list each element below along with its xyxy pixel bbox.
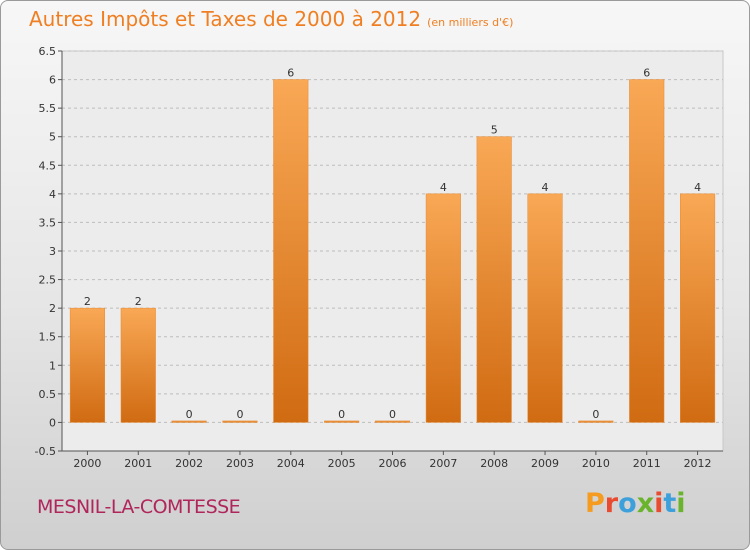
bar [324, 420, 360, 423]
data-label: 2 [84, 295, 91, 308]
bar [425, 193, 461, 423]
bar [69, 307, 105, 423]
x-tick-label: 2005 [328, 457, 356, 470]
y-tick-label: 0.5 [39, 388, 57, 401]
x-tick-label: 2008 [480, 457, 508, 470]
y-tick-label: 6.5 [39, 45, 57, 58]
y-tick-label: 0 [49, 416, 56, 429]
data-label: 4 [542, 181, 549, 194]
bar [476, 136, 512, 423]
data-label: 5 [491, 124, 498, 137]
logo-letter: i [654, 488, 664, 519]
x-tick-label: 2007 [429, 457, 457, 470]
x-tick-label: 2001 [124, 457, 152, 470]
bar [374, 420, 411, 423]
x-axis: 2000 2001 2002 2003 2004 2005 2006 2007 2008 2009… [62, 450, 723, 470]
logo-letter: r [604, 488, 619, 519]
bar [273, 79, 309, 423]
grid-layer [61, 50, 724, 452]
y-tick-label: 4.5 [39, 159, 57, 172]
x-tick-label: 2009 [531, 457, 559, 470]
logo-letter: t [663, 488, 677, 519]
bar [680, 193, 716, 423]
bar [120, 307, 156, 423]
data-label: 0 [389, 408, 396, 421]
data-label: 4 [694, 181, 701, 194]
data-label: 4 [440, 181, 447, 194]
y-axis: -0.5 0 0.5 1 1.5 2 2.5 3 3.5 4 4.5 5 5.5 6 6.5 [35, 45, 63, 458]
data-label: 2 [135, 295, 142, 308]
y-tick-label: 2.5 [39, 274, 57, 287]
y-tick-label: 2 [49, 302, 56, 315]
data-label: 0 [186, 408, 193, 421]
bar [629, 79, 665, 423]
y-tick-label: 5 [49, 131, 56, 144]
x-tick-label: 2010 [582, 457, 610, 470]
logo-letter: P [585, 488, 605, 519]
bar [171, 420, 207, 423]
data-label-layer: 2 2 0 0 6 0 0 4 5 4 0 6 4 [84, 67, 701, 421]
x-tick-label: 2006 [379, 457, 407, 470]
data-label: 0 [338, 408, 345, 421]
bar-layer [69, 79, 716, 423]
y-tick-label: 1.5 [39, 331, 57, 344]
data-label: 0 [236, 408, 243, 421]
logo-letter: o [618, 488, 637, 519]
x-tick-label: 2012 [684, 457, 712, 470]
chart-title: Autres Impôts et Taxes de 2000 à 2012 (en… [29, 7, 513, 31]
x-tick-label: 2004 [277, 457, 305, 470]
y-tick-label: 1 [49, 359, 56, 372]
x-tick-label: 2003 [226, 457, 254, 470]
y-tick-label: 6 [49, 74, 56, 87]
proxiti-logo[interactable]: Proxiti [585, 488, 686, 519]
data-label: 6 [287, 67, 294, 80]
logo-letter: i [676, 488, 686, 519]
bar [527, 193, 563, 423]
y-tick-label: -0.5 [35, 445, 56, 458]
chart-title-unit: (en milliers d'€) [427, 16, 514, 29]
bar [222, 420, 258, 423]
chart-title-main: Autres Impôts et Taxes de 2000 à 2012 [29, 7, 422, 31]
y-tick-label: 3.5 [39, 216, 57, 229]
y-tick-label: 4 [49, 188, 56, 201]
x-tick-label: 2011 [633, 457, 661, 470]
logo-letter: x [636, 488, 655, 519]
x-tick-label: 2002 [175, 457, 203, 470]
data-label: 0 [592, 408, 599, 421]
commune-name: MESNIL-LA-COMTESSE [37, 496, 241, 518]
bar [578, 420, 614, 423]
y-tick-label: 3 [49, 245, 56, 258]
data-label: 6 [643, 67, 650, 80]
x-tick-label: 2000 [73, 457, 101, 470]
y-tick-label: 5.5 [39, 102, 57, 115]
